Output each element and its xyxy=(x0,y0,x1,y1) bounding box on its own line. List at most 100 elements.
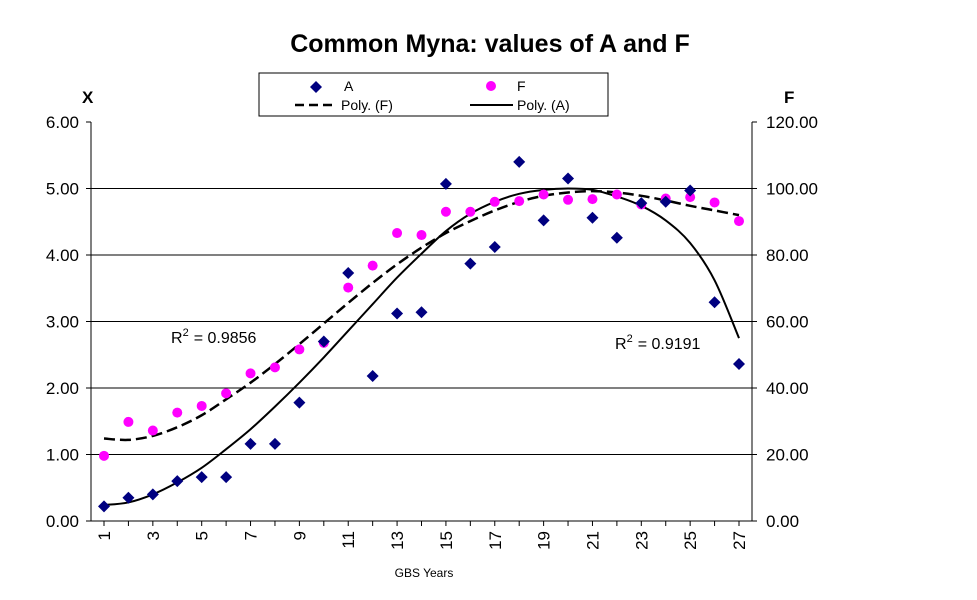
data-point-f xyxy=(514,196,525,207)
y-left-axis-label: X xyxy=(82,88,94,107)
data-point-a xyxy=(98,500,110,513)
y-right-tick-label: 60.00 xyxy=(766,313,809,332)
data-point-a xyxy=(171,475,184,488)
data-point-f xyxy=(538,189,549,200)
x-tick-label: 19 xyxy=(535,531,554,550)
r2-f-sup: 2 xyxy=(183,327,189,339)
legend-box xyxy=(258,72,609,117)
y-right-tick-label: 80.00 xyxy=(766,246,809,265)
data-point-a xyxy=(146,488,159,501)
y-right-tick-label: 120.00 xyxy=(766,113,818,132)
x-tick-label: 25 xyxy=(681,531,700,550)
data-point-f xyxy=(196,400,207,411)
data-point-f xyxy=(367,260,378,271)
data-point-f xyxy=(465,206,476,217)
data-point-a xyxy=(562,172,575,185)
series-f-points xyxy=(99,189,744,461)
legend-label-poly-a: Poly. (A) xyxy=(517,97,570,113)
series-a-points xyxy=(98,155,745,513)
r2-a-text: = 0.9191 xyxy=(638,336,701,353)
data-point-a xyxy=(317,335,330,348)
data-point-a xyxy=(635,197,648,210)
x-tick-label: 13 xyxy=(388,531,407,550)
trendline-poly-a xyxy=(103,187,740,507)
data-point-a xyxy=(293,396,306,409)
data-point-f xyxy=(734,216,744,227)
y-left-ticks: 0.00 1.00 2.00 3.00 4.00 5.00 6.00 xyxy=(46,113,91,531)
x-ticks: 1 3 5 7 9 11 13 15 17 19 21 23 25 27 xyxy=(95,521,749,550)
data-point-a xyxy=(220,471,233,484)
y-left-tick-label: 5.00 xyxy=(46,180,79,199)
x-tick-label: 5 xyxy=(193,531,212,540)
x-tick-label: 17 xyxy=(486,531,505,550)
x-tick-label: 23 xyxy=(632,531,651,550)
r2-annotation-f: R2 = 0.9856 xyxy=(171,327,257,347)
gridlines xyxy=(91,188,752,455)
data-point-f xyxy=(294,344,305,355)
data-point-a xyxy=(733,358,745,371)
data-point-a xyxy=(122,491,135,504)
legend-label-a: A xyxy=(344,78,354,94)
data-point-a xyxy=(366,370,379,383)
r2-a-prefix: R xyxy=(615,336,627,353)
trendline-a-path xyxy=(103,187,740,507)
data-point-f xyxy=(123,416,134,427)
y-right-axis-label: F xyxy=(784,88,794,107)
data-point-f xyxy=(587,194,598,205)
x-tick-label: 15 xyxy=(437,531,456,550)
data-point-f xyxy=(416,230,427,241)
data-point-a xyxy=(415,306,428,319)
y-right-tick-label: 20.00 xyxy=(766,446,809,465)
data-point-a xyxy=(244,437,257,450)
y-left-tick-label: 0.00 xyxy=(46,512,79,531)
r2-f-prefix: R xyxy=(171,330,183,347)
data-point-f xyxy=(489,196,500,207)
y-left-tick-label: 3.00 xyxy=(46,313,79,332)
x-tick-label: 27 xyxy=(730,531,749,550)
y-left-tick-label: 2.00 xyxy=(46,379,79,398)
data-point-a xyxy=(464,257,477,270)
x-tick-label: 1 xyxy=(95,531,114,540)
legend-label-poly-f: Poly. (F) xyxy=(341,97,393,113)
data-point-f xyxy=(709,197,720,208)
y-left-tick-label: 4.00 xyxy=(46,246,79,265)
y-right-tick-label: 100.00 xyxy=(766,180,818,199)
x-tick-label: 9 xyxy=(290,531,309,540)
r2-a-sup: 2 xyxy=(627,333,633,345)
data-point-f xyxy=(685,192,696,203)
y-left-tick-label: 6.00 xyxy=(46,113,79,132)
data-point-a xyxy=(391,307,404,320)
data-point-f xyxy=(99,450,109,461)
r2-annotation-a: R2 = 0.9191 xyxy=(615,333,701,353)
data-point-a xyxy=(513,155,526,168)
x-tick-label: 11 xyxy=(339,531,358,549)
data-point-a xyxy=(610,231,623,244)
data-point-a xyxy=(537,214,550,227)
legend-marker-f xyxy=(486,81,496,91)
y-left-tick-label: 1.00 xyxy=(46,446,79,465)
legend-marker-a xyxy=(310,81,322,93)
data-point-f xyxy=(611,189,622,200)
data-point-a xyxy=(439,177,452,190)
data-point-f xyxy=(221,388,232,399)
data-point-a xyxy=(659,195,672,208)
data-point-f xyxy=(392,228,403,239)
data-point-a xyxy=(342,266,355,279)
r2-f-text: = 0.9856 xyxy=(194,330,257,347)
data-point-a xyxy=(195,471,208,484)
x-axis-label: GBS Years xyxy=(395,566,454,580)
data-point-f xyxy=(440,206,451,217)
data-point-f xyxy=(343,282,354,293)
data-point-f xyxy=(269,362,280,373)
data-point-f xyxy=(245,368,256,379)
data-point-a xyxy=(586,211,599,224)
data-point-f xyxy=(172,407,183,418)
x-tick-label: 21 xyxy=(583,531,602,550)
chart-title: Common Myna: values of A and F xyxy=(290,30,690,58)
y-right-tick-label: 0.00 xyxy=(766,512,799,531)
x-tick-label: 3 xyxy=(144,531,163,540)
data-point-a xyxy=(708,296,721,309)
data-point-a xyxy=(268,437,281,450)
x-tick-label: 7 xyxy=(242,531,261,540)
y-right-ticks: 0.00 20.00 40.00 60.00 80.00 100.00 120.00 xyxy=(752,113,818,531)
